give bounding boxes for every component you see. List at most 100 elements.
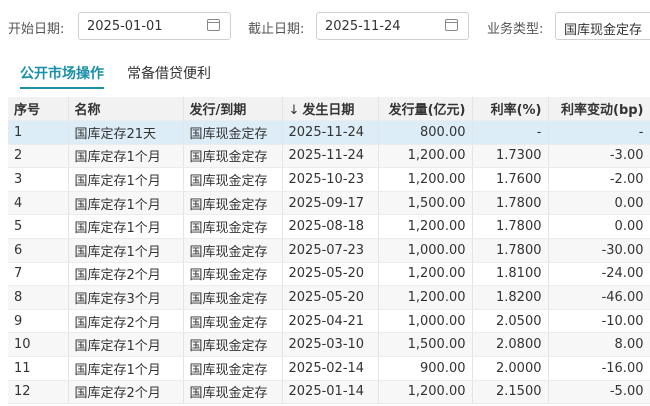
table-cell: - bbox=[472, 120, 549, 145]
column-header[interactable]: 利率(%) bbox=[472, 97, 549, 122]
filter-label: 业务类型: bbox=[487, 22, 544, 37]
table-cell: 10 bbox=[8, 332, 69, 358]
header-text: 名称 bbox=[74, 103, 101, 119]
table-row[interactable]: 2 国库定存1个月 国库现金定存 2025-11-24 1,200.00 1.7300 -3… bbox=[8, 144, 650, 169]
header-text: 序号 bbox=[14, 103, 41, 119]
table-cell: 1.7300 bbox=[472, 144, 549, 169]
filter-label: 截止日期: bbox=[248, 22, 305, 37]
table-cell: 国库定存2个月 bbox=[68, 309, 184, 334]
table-cell: 1,000.00 bbox=[378, 309, 473, 334]
column-header[interactable]: 序号 bbox=[8, 97, 69, 122]
table-cell: 2025-02-14 bbox=[282, 356, 379, 381]
date-input[interactable]: 2025-01-01 bbox=[78, 12, 231, 40]
column-header[interactable]: ↓ 发生日期 bbox=[282, 97, 379, 122]
tab[interactable]: 常备借贷便利 bbox=[127, 66, 211, 82]
input-value: 国库现金定存 bbox=[564, 23, 643, 38]
filter-label: 开始日期: bbox=[8, 22, 65, 37]
table-cell: -46.00 bbox=[548, 285, 650, 310]
table-cell: 2025-08-18 bbox=[282, 214, 379, 240]
input-value: 2025-01-01 bbox=[87, 19, 163, 34]
table-cell: -24.00 bbox=[548, 262, 650, 287]
table-cell: 2 bbox=[8, 144, 69, 169]
table-row[interactable]: 1 国库定存21天 国库现金定存 2025-11-24 800.00- - bbox=[8, 120, 650, 145]
table-cell: 2025-05-20 bbox=[282, 262, 379, 287]
table-cell: 国库现金定存 bbox=[183, 309, 283, 334]
table-cell: 国库定存21天 bbox=[68, 120, 184, 145]
table-cell: - bbox=[548, 120, 650, 145]
calendar-icon[interactable] bbox=[445, 19, 458, 31]
table-cell: 2025-11-24 bbox=[282, 144, 379, 169]
table-cell: 国库现金定存 bbox=[183, 120, 283, 145]
calendar-icon[interactable] bbox=[207, 19, 220, 31]
table-cell: 国库定存1个月 bbox=[68, 144, 184, 169]
table-cell: 2025-07-23 bbox=[282, 238, 379, 263]
column-header[interactable]: 名称 bbox=[68, 97, 184, 122]
table-cell: 7 bbox=[8, 262, 69, 287]
table-cell: 1,000.00 bbox=[378, 238, 473, 263]
table-row[interactable]: 10 国库定存1个月 国库现金定存 2025-03-10 1,500.00 2.0800 8… bbox=[8, 332, 650, 358]
header-text: 发行量(亿元) bbox=[388, 103, 466, 119]
table-cell: -5.00 bbox=[548, 380, 650, 405]
table-cell: 2.0500 bbox=[472, 309, 549, 334]
table-cell: -16.00 bbox=[548, 356, 650, 381]
table-row[interactable]: 4 国库定存1个月 国库现金定存 2025-09-17 1,500.00 1.7800 0.… bbox=[8, 191, 650, 216]
table-cell: 2025-11-24 bbox=[282, 120, 379, 145]
table-cell: 2025-01-14 bbox=[282, 380, 379, 405]
table-cell: 0.00 bbox=[548, 191, 650, 216]
table-cell: 800.00 bbox=[378, 120, 473, 145]
table-cell: 3 bbox=[8, 167, 69, 192]
tab[interactable]: 公开市场操作 bbox=[20, 66, 104, 82]
table-cell: 1.8100 bbox=[472, 262, 549, 287]
table-cell: 4 bbox=[8, 191, 69, 216]
table-row[interactable]: 11 国库定存1个月 国库现金定存 2025-02-14 900.00 2.0000 -16… bbox=[8, 356, 650, 381]
table-cell: 11 bbox=[8, 356, 69, 381]
table-row[interactable]: 9 国库定存2个月 国库现金定存 2025-04-21 1,000.00 2.0500 -1… bbox=[8, 309, 650, 334]
table-row[interactable]: 12 国库定存2个月 国库现金定存 2025-01-14 1,200.00 2.1500-… bbox=[8, 380, 650, 405]
table-cell: 1,200.00 bbox=[378, 380, 473, 405]
table-cell: 1.8200 bbox=[472, 285, 549, 310]
table-cell: 国库现金定存 bbox=[183, 262, 283, 287]
table-cell: 国库现金定存 bbox=[183, 332, 283, 358]
table-cell: 国库现金定存 bbox=[183, 214, 283, 240]
tab-underline bbox=[20, 87, 104, 89]
data-table: 序号 名称 发行/到期 ↓ 发生日期 发行量(亿元) 利率(%) 利率变动(bp) 1 国库定存… bbox=[8, 97, 650, 405]
column-header[interactable]: 发行量(亿元) bbox=[378, 97, 473, 122]
table-cell: 国库定存1个月 bbox=[68, 238, 184, 263]
table-cell: 国库定存1个月 bbox=[68, 191, 184, 216]
table-cell: 1,500.00 bbox=[378, 332, 473, 358]
table-cell: 1.7600 bbox=[472, 167, 549, 192]
table-row[interactable]: 7 国库定存2个月 国库现金定存 2025-05-20 1,200.00 1.8100 -2… bbox=[8, 262, 650, 287]
table-row[interactable]: 5 国库定存1个月 国库现金定存 2025-08-18 1,200.00 1.7800 0.… bbox=[8, 214, 650, 240]
header-text: 利率(%) bbox=[490, 103, 542, 119]
select-input[interactable]: 国库现金定存 bbox=[555, 12, 650, 40]
table-cell: 1,500.00 bbox=[378, 191, 473, 216]
table-cell: -30.00 bbox=[548, 238, 650, 263]
column-header[interactable]: 发行/到期 bbox=[183, 97, 283, 122]
table-cell: 2025-05-20 bbox=[282, 285, 379, 310]
table-cell: 2.1500 bbox=[472, 380, 549, 405]
column-header[interactable]: 利率变动(bp) bbox=[548, 97, 650, 122]
table-cell: 国库现金定存 bbox=[183, 380, 283, 405]
table-cell: 国库定存3个月 bbox=[68, 285, 184, 310]
table-row[interactable]: 3 国库定存1个月 国库现金定存 2025-10-23 1,200.00 1.7600 -2… bbox=[8, 167, 650, 192]
table-cell: 8 bbox=[8, 285, 69, 310]
sort-arrow-icon[interactable]: ↓ bbox=[288, 103, 300, 119]
table-cell: 900.00 bbox=[378, 356, 473, 381]
table-cell: 2025-10-23 bbox=[282, 167, 379, 192]
table-cell: 2.0000 bbox=[472, 356, 549, 381]
table-cell: 国库定存2个月 bbox=[68, 380, 184, 405]
table-cell: -3.00 bbox=[548, 144, 650, 169]
table-cell: 1,200.00 bbox=[378, 285, 473, 310]
table-row[interactable]: 8 国库定存3个月 国库现金定存 2025-05-20 1,200.00 1.8200 -4… bbox=[8, 285, 650, 310]
input-value: 2025-11-24 bbox=[325, 19, 401, 34]
header-text: 利率变动(bp) bbox=[561, 103, 644, 119]
date-input[interactable]: 2025-11-24 bbox=[316, 12, 469, 40]
table-cell: 2025-04-21 bbox=[282, 309, 379, 334]
table-cell: 1,200.00 bbox=[378, 262, 473, 287]
table-cell: 2025-03-10 bbox=[282, 332, 379, 358]
table-cell: 国库定存1个月 bbox=[68, 167, 184, 192]
table-row[interactable]: 6 国库定存1个月 国库现金定存 2025-07-23 1,000.00 1.7800 -3… bbox=[8, 238, 650, 263]
table-cell: 国库现金定存 bbox=[183, 144, 283, 169]
